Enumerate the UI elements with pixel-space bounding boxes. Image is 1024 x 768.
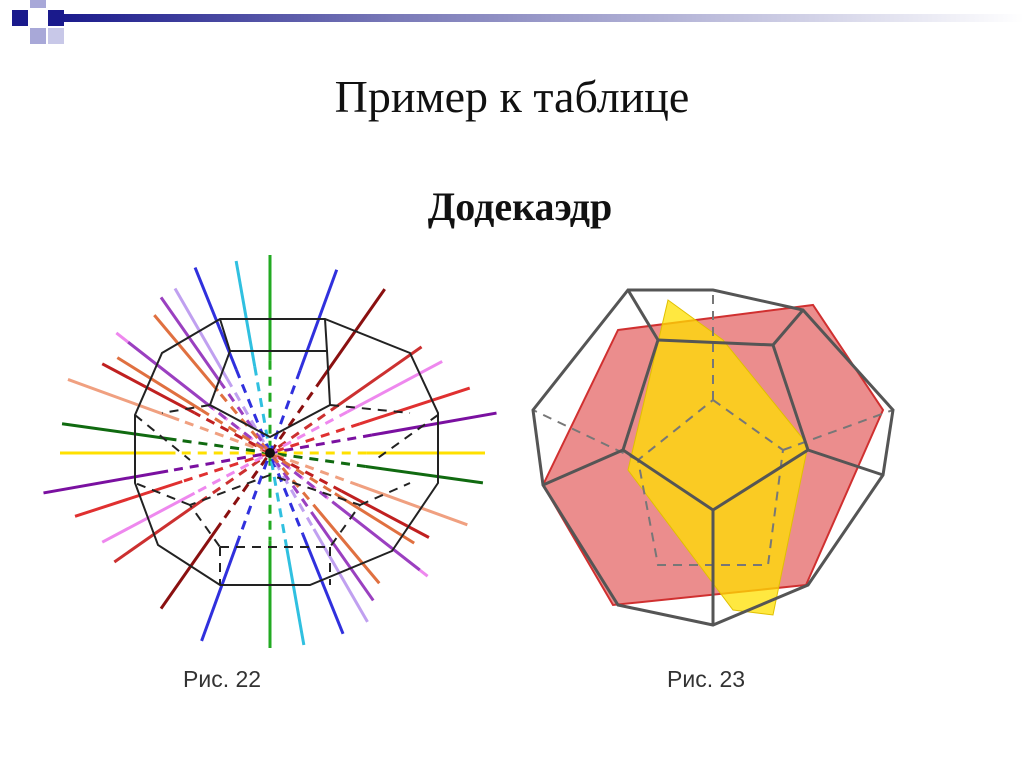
dodecahedron-edge <box>134 482 191 506</box>
symmetry-axis-line <box>315 518 375 602</box>
dodecahedron-edge <box>329 404 411 414</box>
symmetry-axis-line <box>298 269 339 372</box>
symmetry-axis-line <box>43 469 169 495</box>
dodecahedron-wireframe <box>134 318 439 586</box>
symmetry-axis-line <box>200 537 241 642</box>
dodecahedron-edge <box>161 404 211 414</box>
symmetry-axis-line <box>371 411 497 437</box>
symmetry-axis-line <box>234 260 257 367</box>
symmetry-axis-line <box>159 296 223 384</box>
symmetry-axis-line <box>116 356 203 412</box>
symmetry-axis-line <box>173 287 229 380</box>
slide-title: Пример к таблице <box>334 71 690 122</box>
symmetry-axis-line <box>113 500 201 564</box>
symmetry-axis-line <box>320 288 386 381</box>
symmetry-axis-line <box>359 386 471 426</box>
back-face <box>188 473 362 548</box>
symmetry-axis-line <box>312 528 369 623</box>
symmetry-axis-line <box>74 480 183 518</box>
symmetry-axis-line <box>358 483 468 527</box>
dodecahedron-edge <box>134 414 191 461</box>
dodecahedron-edge <box>324 318 328 352</box>
symmetry-axis-line <box>101 362 196 415</box>
symmetry-axis-line <box>216 389 321 513</box>
symmetry-axis-line <box>318 510 381 585</box>
symmetry-axis-line <box>301 533 345 635</box>
symmetry-axis-line <box>67 378 180 422</box>
front-face <box>208 350 332 439</box>
header-decoration <box>12 0 1024 44</box>
center-point <box>265 448 275 458</box>
symmetry-axis-line <box>340 489 430 539</box>
symmetry-axes <box>43 255 497 648</box>
symmetry-axis-line <box>153 314 220 392</box>
dodecahedron-planes-figure <box>531 288 895 627</box>
symmetry-axis-line <box>61 422 177 442</box>
symmetry-axis-line <box>365 464 484 485</box>
dodecahedron-edge <box>374 414 439 461</box>
symmetry-axis-line <box>283 539 306 646</box>
dodecahedron-edge <box>219 318 231 352</box>
yellow-symmetry-plane <box>627 299 809 616</box>
visible-edges <box>531 288 895 627</box>
figure-22-caption: Рис. 22 <box>183 666 262 692</box>
dodecahedron-axes-figure <box>43 255 497 648</box>
symmetry-axis-line <box>337 345 423 407</box>
symmetry-axis-line <box>334 492 415 545</box>
symmetry-axis-line <box>127 340 208 405</box>
symmetry-axis-line <box>346 360 443 414</box>
slide-subtitle: Додекаэдр <box>427 184 613 229</box>
symmetry-axis-line <box>200 408 336 495</box>
figure-23-caption: Рис. 23 <box>667 666 746 692</box>
